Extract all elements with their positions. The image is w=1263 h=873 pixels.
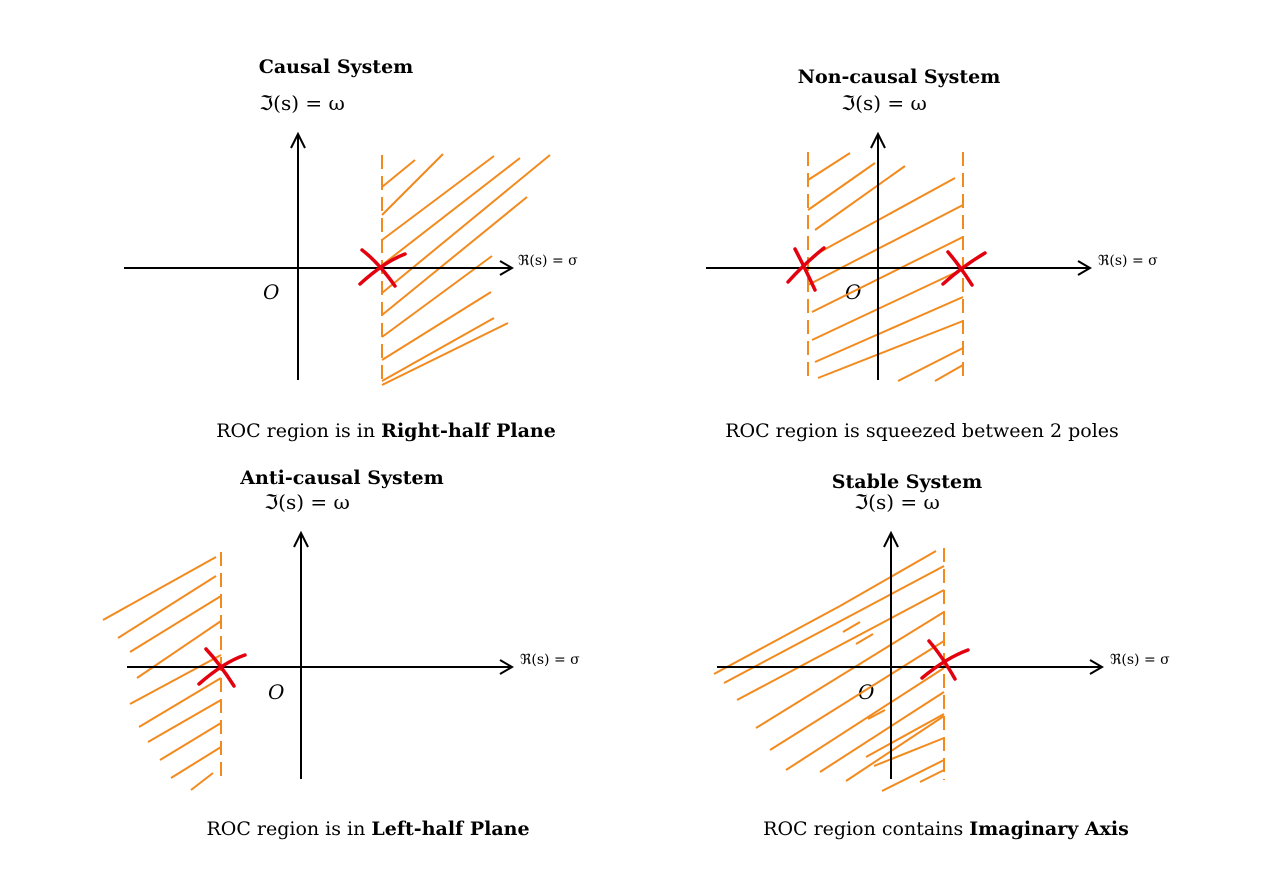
imaginary-axis-label: ℑ(s) = ω — [854, 490, 940, 514]
panel-title: Anti-causal System — [240, 467, 444, 489]
panel-caption: ROC region is squeezed between 2 poles — [725, 420, 1119, 442]
real-axis-label: ℜ(s) = σ — [1098, 253, 1158, 269]
real-axis-arrow-icon — [1077, 260, 1092, 276]
imaginary-axis-arrow-icon — [883, 530, 899, 548]
roc-hatching — [102, 552, 222, 791]
imaginary-axis-arrow-icon — [290, 131, 306, 149]
panel-title: Non-causal System — [797, 66, 1001, 88]
real-axis-arrow-icon — [499, 659, 514, 675]
pole-x-icon — [358, 248, 407, 288]
roc-hatching — [713, 548, 945, 792]
axes — [127, 530, 514, 779]
real-axis-arrow-icon — [499, 260, 514, 276]
pole-x-icon — [197, 647, 247, 688]
panel-caption: ROC region contains Imaginary Axis — [763, 818, 1129, 840]
axes — [717, 530, 1104, 779]
origin-label: O — [263, 280, 280, 304]
pole-x-icon — [920, 639, 970, 681]
real-axis-label: ℜ(s) = σ — [1110, 652, 1170, 668]
real-axis-label: ℜ(s) = σ — [518, 253, 578, 269]
imaginary-axis-arrow-icon — [293, 530, 309, 548]
panel-title: Causal System — [258, 56, 414, 78]
pole-x-icon-left — [786, 246, 826, 292]
panel-title: Stable System — [831, 471, 983, 493]
origin-label: O — [268, 680, 285, 704]
imaginary-axis-label: ℑ(s) = ω — [841, 91, 927, 115]
panel-caption: ROC region is in Left-half Plane — [206, 818, 530, 840]
axes — [706, 131, 1092, 380]
pole-x-icon-right — [941, 250, 987, 287]
real-axis-label: ℜ(s) = σ — [520, 652, 580, 668]
imaginary-axis-arrow-icon — [870, 131, 886, 149]
axes — [124, 131, 514, 380]
imaginary-axis-label: ℑ(s) = ω — [264, 490, 350, 514]
roc-hatching — [381, 153, 551, 386]
panel-caption: ROC region is in Right-half Plane — [216, 420, 556, 442]
real-axis-arrow-icon — [1089, 659, 1104, 675]
imaginary-axis-label: ℑ(s) = ω — [259, 91, 345, 115]
